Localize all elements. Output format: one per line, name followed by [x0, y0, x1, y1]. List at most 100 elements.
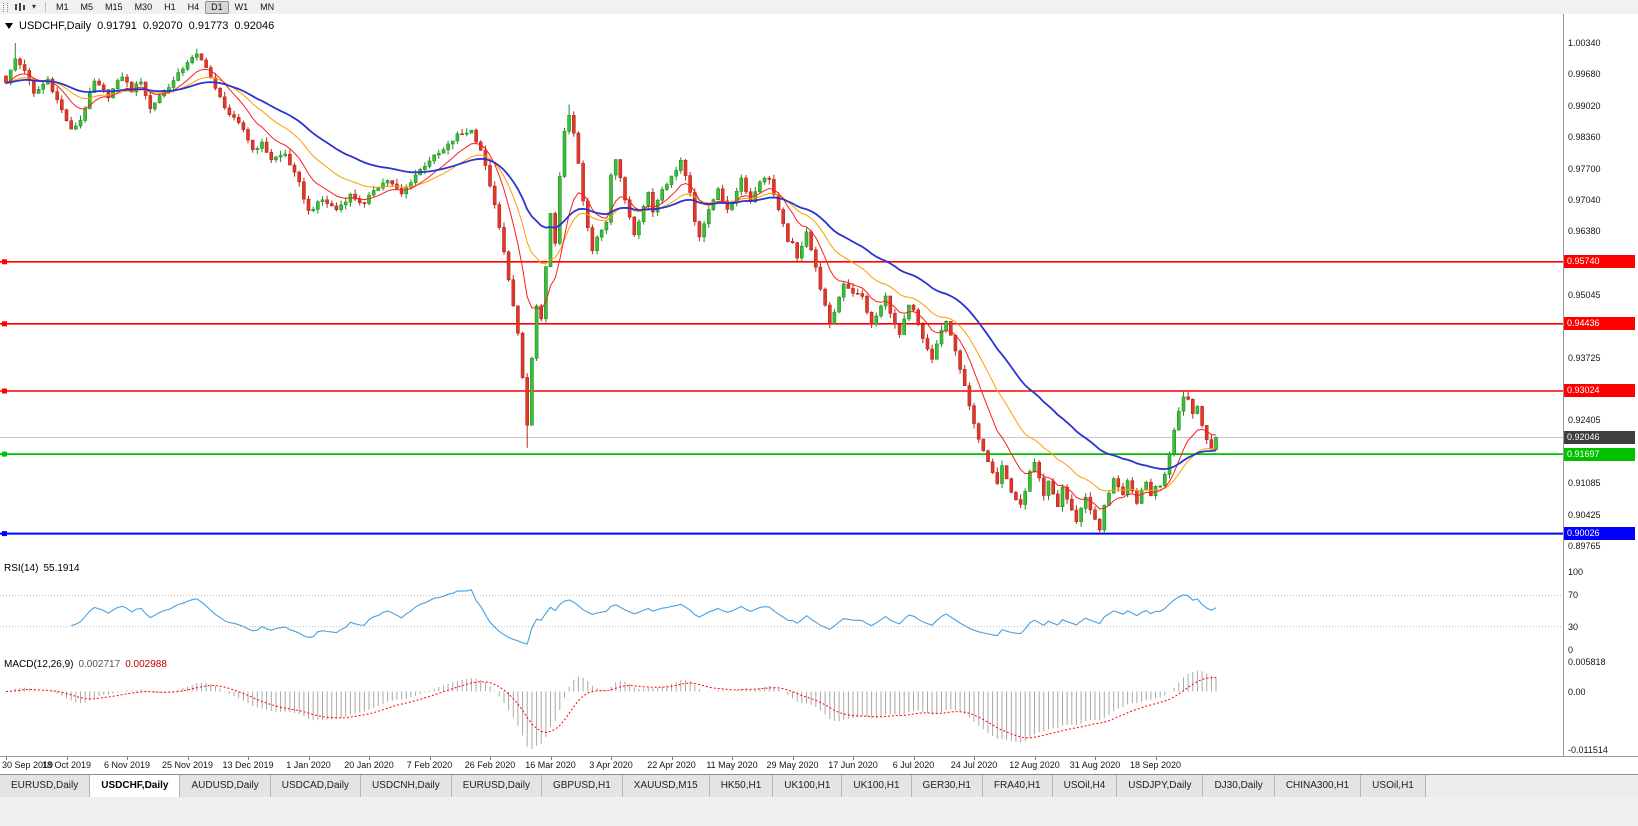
macd-axis[interactable]: 0.005818 0.00 -0.011514: [1563, 656, 1638, 756]
chart-tab[interactable]: GER30,H1: [911, 775, 983, 797]
date-tick-mark: [792, 757, 794, 760]
date-tick-mark: [369, 757, 370, 760]
date-tick-mark: [490, 757, 491, 760]
price-axis-tick: 0.96380: [1568, 226, 1601, 237]
chart-tab[interactable]: CHINA300,H1: [1274, 775, 1362, 797]
timeframe-button-w1[interactable]: W1: [234, 1, 249, 12]
rsi-canvas[interactable]: [0, 560, 1563, 656]
date-label: 26 Feb 2020: [464, 760, 516, 770]
date-tick-mark: [913, 757, 915, 760]
price-axis-tick: 0.92405: [1568, 415, 1601, 426]
timeframe-button-h4[interactable]: H4: [187, 1, 200, 12]
chart-tab[interactable]: GBPUSD,H1: [541, 775, 623, 797]
chart-tab[interactable]: UK100,H1: [842, 775, 912, 797]
price-chart-pane[interactable]: USDCHF,Daily 0.91791 0.92070 0.91773 0.92046: [0, 14, 1563, 560]
chart-tab[interactable]: DJ30,Daily: [1203, 775, 1275, 797]
timeframe-button-m30[interactable]: M30: [134, 1, 153, 12]
price-axis-tick: 0.97040: [1568, 194, 1601, 205]
chart-tab[interactable]: USDCAD,Daily: [270, 775, 361, 797]
macd-axis-tick: -0.011514: [1568, 745, 1608, 755]
chart-tab[interactable]: FRA40,H1: [982, 775, 1053, 797]
timeframe-toolbar: ▾ M1 M5 M15 M30 H1 H4 D1 W1 MN: [0, 0, 1638, 14]
date-tick-mark: [732, 757, 733, 760]
timeframe-buttons: M1 M5 M15 M30 H1 H4 D1 W1 MN: [50, 0, 280, 14]
price-chart-canvas[interactable]: [0, 14, 1563, 560]
date-label: 13 Dec 2019: [222, 760, 274, 770]
date-label: 7 Feb 2020: [406, 760, 453, 770]
date-tick-mark: [127, 757, 128, 760]
price-axis[interactable]: 1.00340 0.99680 0.99020 0.98360 0.97700 0.970…: [1563, 14, 1638, 560]
date-label: 6 Jul 2020: [892, 760, 935, 770]
price-axis-tick: 1.00340: [1568, 38, 1601, 48]
date-label: 3 Apr 2020: [589, 760, 633, 770]
candlestick-chart-icon[interactable]: [12, 1, 28, 13]
rsi-indicator-pane[interactable]: RSI(14) 55.1914: [0, 560, 1563, 656]
date-tick-mark: [66, 757, 68, 760]
date-tick-mark: [550, 757, 552, 760]
chart-tab[interactable]: EURUSD,Daily: [451, 775, 542, 797]
price-line-badge: 0.91697: [1563, 447, 1635, 461]
rsi-axis[interactable]: 100 70 30 0: [1563, 560, 1638, 656]
chart-tab[interactable]: USDJPY,Daily: [1117, 775, 1204, 797]
toolbar-drag-handle[interactable]: [3, 2, 8, 12]
date-label: 30 Sep 2019: [2, 760, 54, 770]
ohlc-open: 0.91791: [97, 20, 137, 32]
rsi-axis-tick: 30: [1568, 621, 1579, 632]
chart-tab[interactable]: EURUSD,Daily: [0, 775, 91, 797]
date-tick-mark: [429, 757, 431, 760]
rsi-value: 55.1914: [43, 563, 80, 574]
time-axis-divider: [0, 756, 1638, 757]
chart-tab[interactable]: XAUUSD,M15: [622, 775, 710, 797]
rsi-axis-tick: 0: [1568, 645, 1574, 655]
chart-menu-icon[interactable]: [5, 23, 13, 29]
date-tick-mark: [308, 757, 310, 760]
price-axis-tick: 0.90425: [1568, 509, 1601, 520]
price-axis-tick: 0.91085: [1568, 478, 1601, 489]
price-axis-tick: 0.95045: [1568, 289, 1601, 300]
timeframe-button-d1[interactable]: D1: [205, 0, 229, 14]
timeframe-button-m5[interactable]: M5: [80, 1, 94, 12]
date-label: 22 Apr 2020: [647, 760, 696, 770]
date-label: 24 Jul 2020: [950, 760, 998, 770]
chart-tab[interactable]: AUDUSD,Daily: [180, 775, 271, 797]
timeframe-button-m1[interactable]: M1: [56, 1, 69, 12]
chart-tab[interactable]: HK50,H1: [709, 775, 774, 797]
date-tick-mark: [1155, 757, 1157, 760]
date-label: 1 Jan 2020: [286, 760, 331, 770]
time-axis[interactable]: 30 Sep 2019 18 Oct 2019 6 Nov 2019 25 Nov 2…: [0, 757, 1638, 774]
timeframe-button-h1[interactable]: H1: [164, 1, 176, 12]
chart-tab[interactable]: UK100,H1: [773, 775, 843, 797]
price-line-badge: 0.90026: [1563, 527, 1635, 541]
macd-name: MACD(12,26,9): [4, 659, 74, 670]
price-line-badge: 0.94436: [1563, 317, 1635, 331]
date-label: 11 May 2020: [706, 760, 758, 770]
price-line-badge: 0.95740: [1563, 255, 1635, 269]
macd-label: MACD(12,26,9) 0.002717 0.002988: [4, 659, 172, 670]
chart-tab[interactable]: USDCHF,Daily: [90, 775, 181, 797]
axis-separator: [1563, 14, 1564, 757]
dropdown-arrow-icon[interactable]: ▾: [32, 2, 37, 11]
rsi-axis-tick: 70: [1568, 590, 1579, 601]
date-label: 17 Jun 2020: [828, 760, 878, 770]
date-tick-mark: [611, 757, 612, 760]
chart-tab[interactable]: USOil,H1: [1361, 775, 1426, 797]
date-tick-mark: [6, 757, 7, 760]
ohlc-close: 0.92046: [234, 20, 275, 32]
rsi-name: RSI(14): [4, 563, 39, 574]
macd-canvas[interactable]: [0, 656, 1563, 756]
candlestick-chart-icon-glyph: [15, 3, 25, 11]
chart-tab[interactable]: USDCNH,Daily: [360, 775, 452, 797]
date-tick-mark: [1095, 757, 1096, 760]
chart-symbol-period: USDCHF,Daily: [19, 20, 92, 32]
macd-indicator-pane[interactable]: MACD(12,26,9) 0.002717 0.002988: [0, 656, 1563, 756]
chart-tab[interactable]: USOil,H4: [1052, 775, 1118, 797]
macd-signal-value: 0.002988: [125, 659, 167, 670]
timeframe-button-mn[interactable]: MN: [260, 1, 275, 12]
tab-bar-divider: [0, 774, 1638, 775]
timeframe-button-m15[interactable]: M15: [105, 1, 123, 12]
ohlc-low: 0.91773: [188, 20, 229, 32]
price-line-badge: 0.93024: [1563, 384, 1635, 398]
date-tick-mark: [974, 757, 975, 760]
price-axis-tick: 0.98360: [1568, 132, 1601, 143]
